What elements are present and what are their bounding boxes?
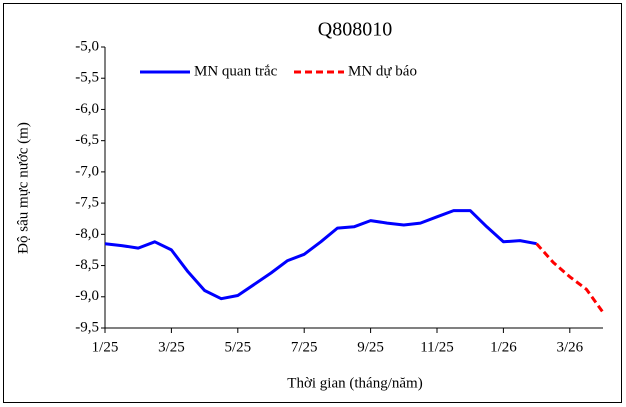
x-tick-label: 11/25 (420, 339, 454, 355)
x-axis-label: Thời gian (tháng/năm) (287, 375, 422, 391)
x-tick-label: 5/25 (224, 339, 251, 355)
y-tick-label: -5,0 (75, 38, 99, 54)
x-tick-label: 1/26 (490, 339, 517, 355)
series-line (104, 209, 537, 301)
chart-border (3, 3, 622, 403)
x-tick-label: 9/25 (357, 339, 384, 355)
y-tick-label: -5,5 (75, 70, 99, 86)
x-tick-label: 3/26 (556, 339, 583, 355)
series-line (535, 242, 605, 314)
chart-title: Q808010 (318, 19, 392, 41)
y-tick-label: -8,5 (75, 257, 99, 273)
y-tick-label: -6,0 (75, 101, 99, 117)
y-axis-label: Độ sâu mực nước (m) (15, 122, 31, 254)
x-tick-label: 3/25 (158, 339, 185, 355)
legend-label: MN dự báo (348, 63, 417, 79)
y-tick-label: -6,5 (75, 132, 99, 148)
y-tick-label: -7,0 (75, 163, 99, 179)
y-tick-label: -7,5 (75, 195, 99, 211)
y-tick-label: -9,0 (75, 288, 99, 304)
y-tick-label: -9,5 (75, 319, 99, 335)
x-tick-label: 7/25 (291, 339, 318, 355)
x-tick-label: 1/25 (92, 339, 119, 355)
y-tick-label: -8,0 (75, 226, 99, 242)
legend-label: MN quan trắc (194, 63, 278, 79)
